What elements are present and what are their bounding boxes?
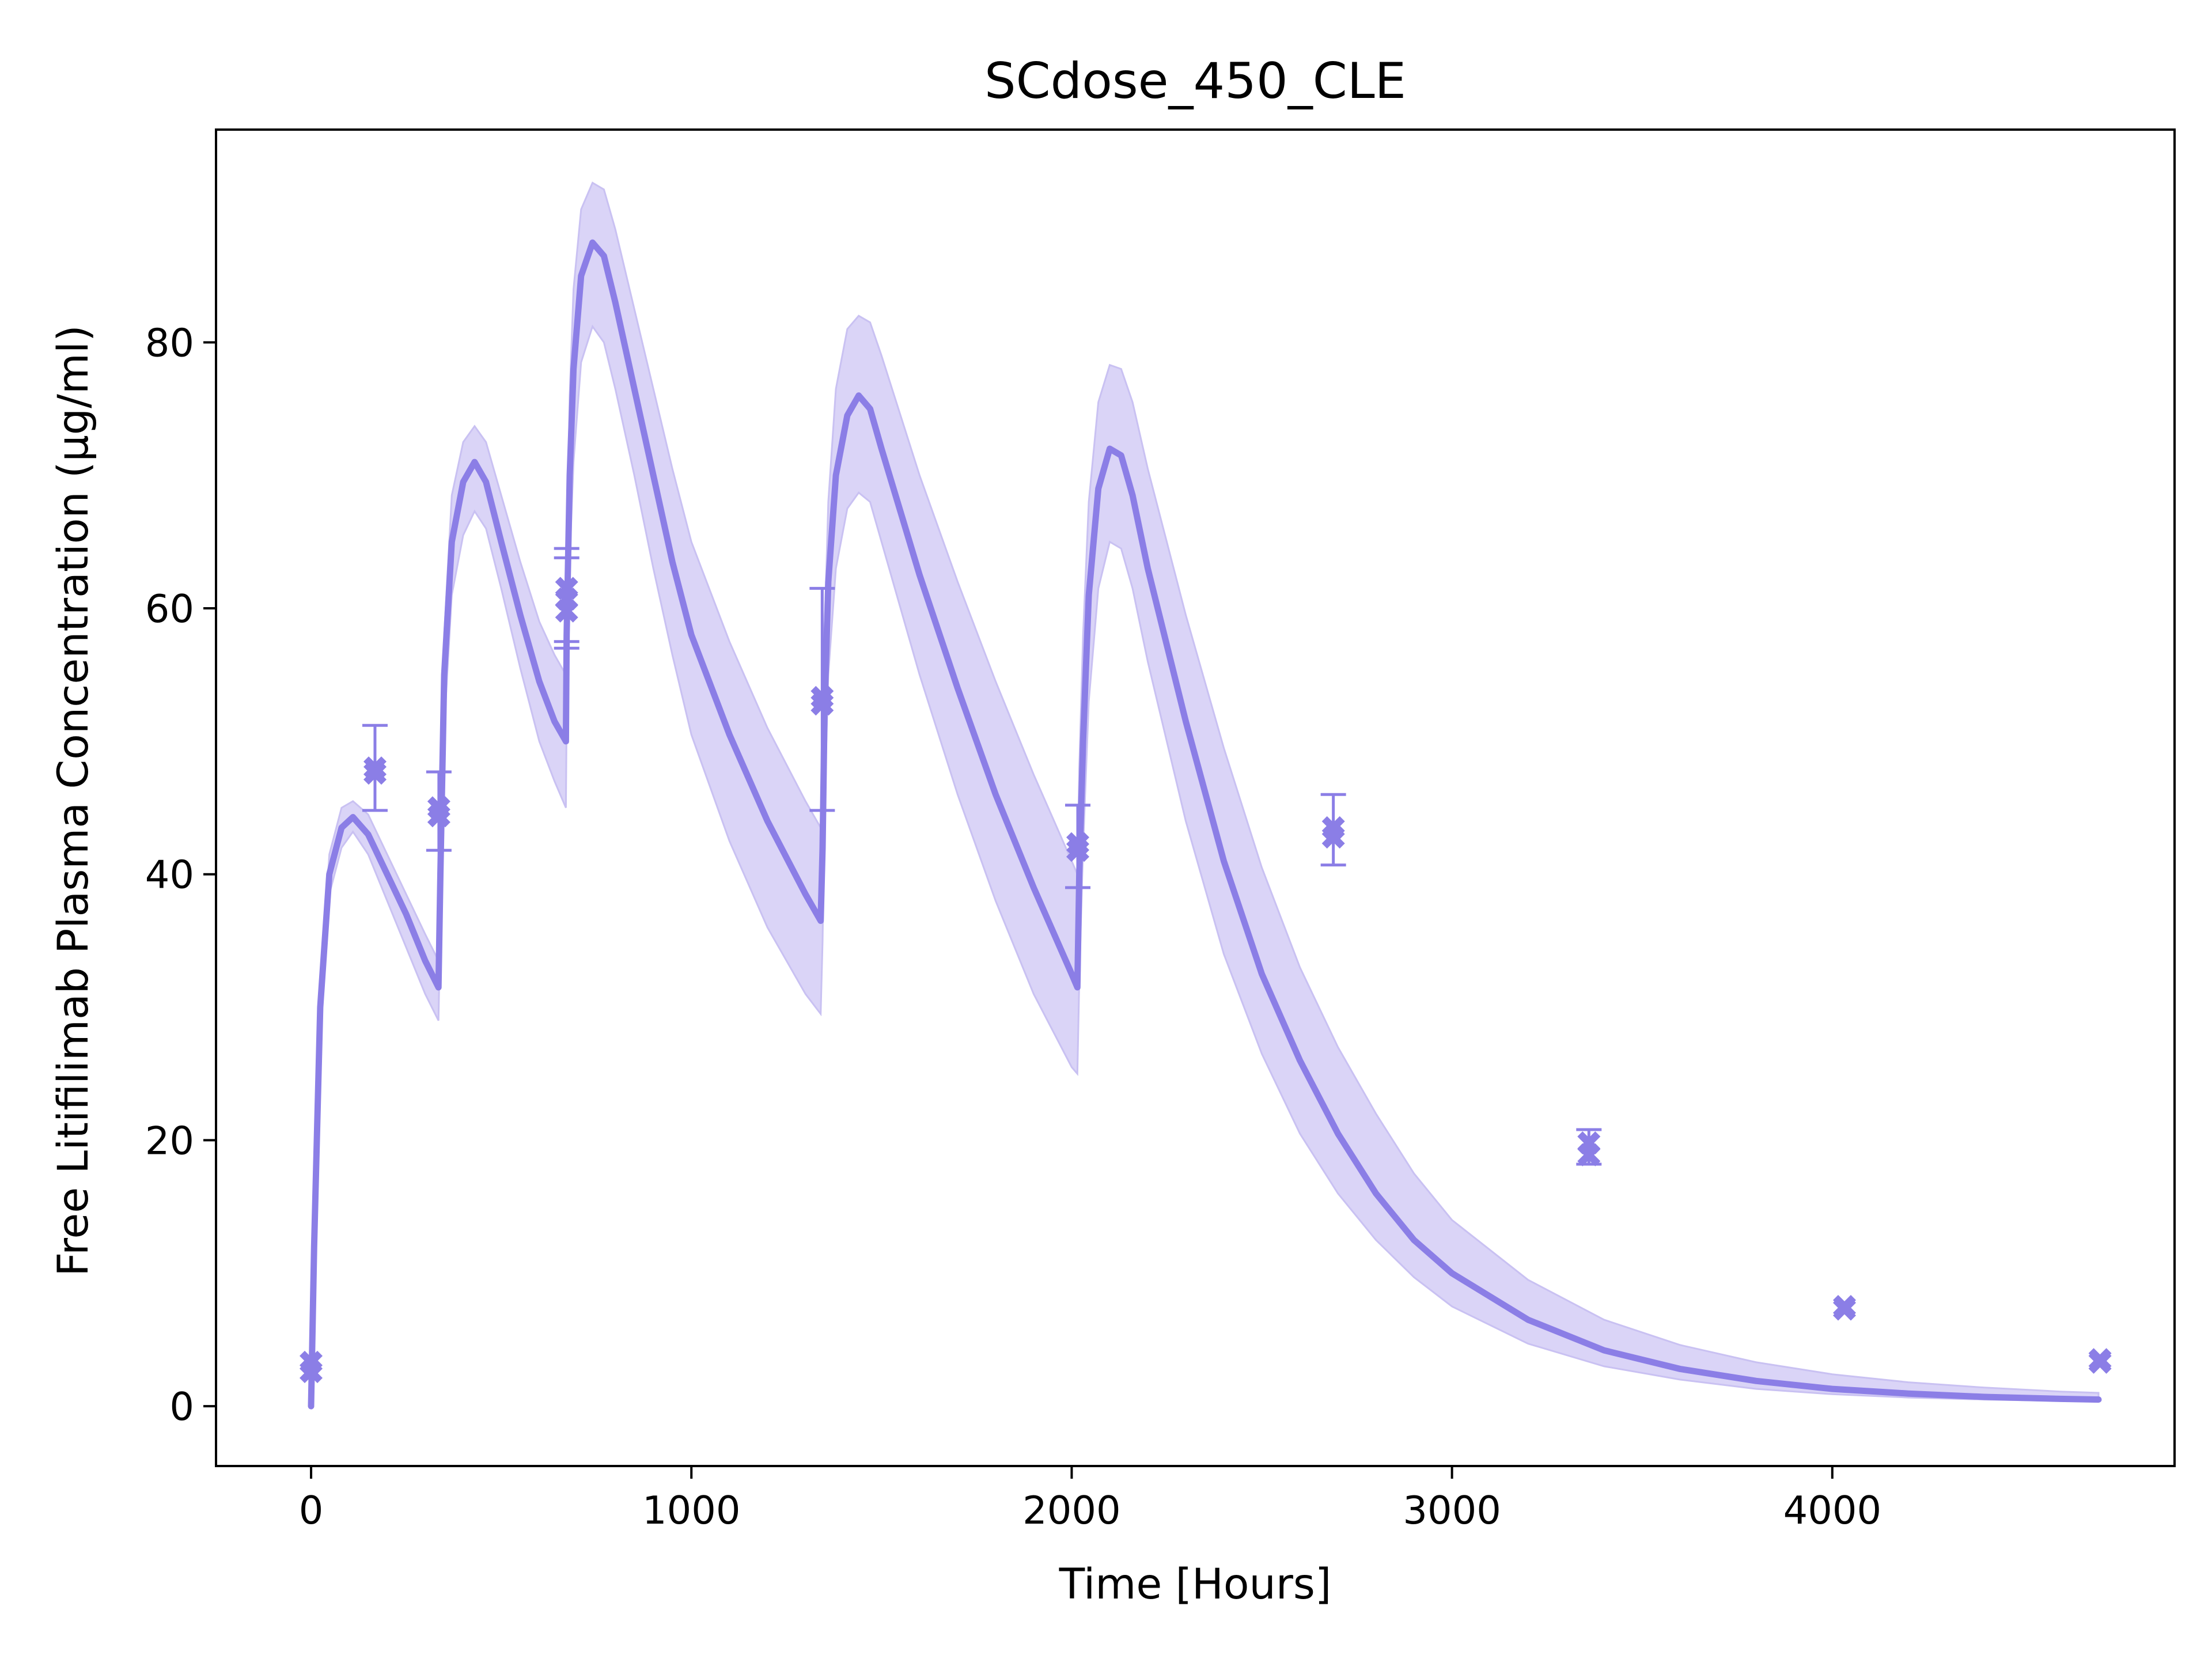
observation-marker <box>2088 1350 2112 1374</box>
x-tick-label: 0 <box>299 1488 324 1533</box>
x-axis: 0 1000 2000 3000 4000 <box>299 1466 1881 1533</box>
observation-point <box>2088 1350 2112 1374</box>
chart-title: SCdose_450_CLE <box>984 52 1406 110</box>
plot-area <box>300 181 2112 1410</box>
observation-marker <box>1321 825 1345 849</box>
observation-marker <box>555 599 578 623</box>
observation-point <box>810 692 834 716</box>
x-axis-label: Time [Hours] <box>1059 1560 1332 1609</box>
y-tick-label: 20 <box>145 1118 194 1163</box>
y-tick-label: 60 <box>145 586 194 631</box>
observation-point <box>1833 1297 1856 1321</box>
observation-marker <box>1577 1143 1601 1166</box>
y-tick-label: 40 <box>145 853 194 897</box>
y-tick-label: 80 <box>145 320 194 365</box>
observation-marker <box>1833 1297 1856 1321</box>
observation-point <box>300 1360 323 1384</box>
x-tick-label: 1000 <box>642 1488 741 1533</box>
x-tick-label: 4000 <box>1783 1488 1882 1533</box>
observation-marker <box>300 1360 323 1384</box>
y-axis-label: Free Litifilimab Plasma Concentration (μ… <box>49 325 98 1276</box>
y-tick-label: 0 <box>169 1384 194 1429</box>
observation-point <box>555 599 578 623</box>
x-tick-label: 2000 <box>1022 1488 1121 1533</box>
observation-marker <box>427 804 450 828</box>
observation-marker <box>363 762 387 785</box>
observation-point <box>363 762 387 785</box>
plot-frame <box>215 128 2176 1467</box>
observation-point <box>427 804 450 828</box>
observation-point <box>1066 839 1089 862</box>
x-tick-label: 3000 <box>1403 1488 1501 1533</box>
observation-marker <box>810 692 834 716</box>
observation-marker <box>1066 839 1089 862</box>
observation-point <box>1321 825 1345 849</box>
observation-marker <box>363 756 387 780</box>
y-axis: 0 20 40 60 80 <box>145 320 216 1429</box>
observation-point <box>1577 1143 1601 1166</box>
observation-point <box>362 724 388 812</box>
